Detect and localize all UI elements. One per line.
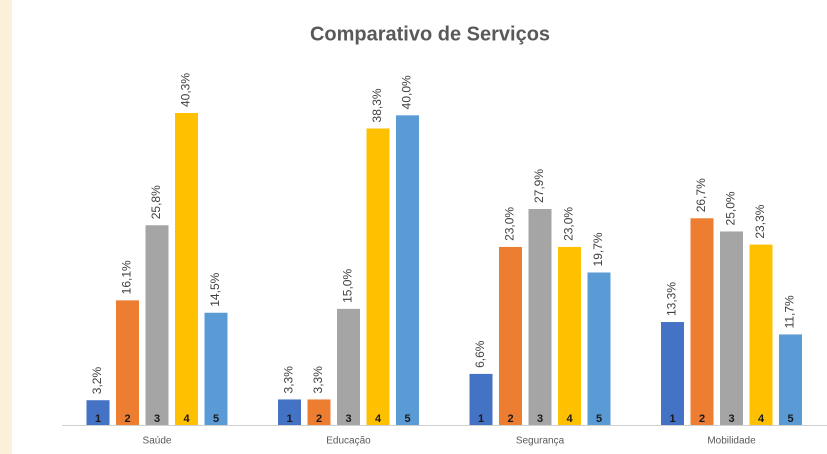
category-label: Educação: [326, 436, 371, 447]
value-label: 3,2%: [90, 367, 104, 395]
value-label: 25,8%: [149, 185, 163, 219]
value-label: 15,0%: [341, 269, 355, 303]
value-label: 11,7%: [783, 295, 797, 328]
category-label: Saúde: [143, 436, 172, 447]
value-label: 27,9%: [532, 169, 546, 203]
series-label: 4: [758, 413, 765, 425]
value-label: 40,0%: [400, 75, 414, 109]
bar: [396, 115, 419, 426]
series-label: 1: [286, 413, 292, 425]
bar: [145, 225, 169, 425]
series-label: 5: [596, 413, 602, 425]
value-label: 3,3%: [282, 366, 296, 394]
value-label: 23,3%: [753, 204, 767, 238]
category-label: Mobilidade: [707, 436, 756, 447]
bar: [337, 308, 360, 425]
series-label: 1: [478, 413, 484, 425]
bar: [366, 128, 390, 425]
bar: [528, 209, 552, 425]
value-label: 40,3%: [179, 73, 193, 107]
series-label: 5: [213, 413, 219, 425]
bar: [278, 399, 301, 425]
series-label: 4: [375, 413, 382, 425]
value-label: 16,1%: [120, 260, 134, 294]
series-label: 5: [404, 413, 410, 425]
bar: [690, 218, 714, 425]
value-label: 6,6%: [473, 340, 487, 368]
bar: [86, 400, 110, 425]
value-label: 23,0%: [562, 207, 576, 241]
bar: [307, 399, 331, 425]
category-label: Segurança: [516, 436, 565, 447]
chart-title: Comparativo de Serviços: [310, 23, 550, 45]
bar: [779, 334, 802, 425]
bar: [204, 312, 228, 425]
bar: [558, 246, 581, 425]
series-label: 2: [507, 413, 513, 425]
series-label: 3: [154, 413, 160, 425]
bar: [587, 272, 611, 425]
value-label: 26,7%: [694, 178, 708, 212]
value-label: 25,0%: [724, 191, 738, 225]
bar: [499, 246, 522, 425]
bar: [661, 322, 684, 425]
series-label: 1: [669, 413, 675, 425]
series-label: 4: [183, 413, 190, 425]
bar: [175, 113, 198, 425]
value-label: 3,3%: [311, 366, 325, 394]
bar: [720, 231, 743, 425]
series-label: 2: [124, 413, 130, 425]
series-label: 4: [566, 413, 573, 425]
value-label: 13,3%: [665, 282, 679, 316]
series-label: 2: [316, 413, 322, 425]
series-label: 3: [345, 413, 351, 425]
series-label: 3: [728, 413, 734, 425]
value-label: 14,5%: [208, 272, 222, 306]
series-label: 2: [699, 413, 705, 425]
bar: [749, 244, 773, 425]
value-label: 38,3%: [370, 88, 384, 122]
series-label: 1: [95, 413, 101, 425]
value-label: 23,0%: [503, 207, 517, 241]
series-label: 5: [787, 413, 793, 425]
bar: [116, 300, 139, 425]
series-label: 3: [537, 413, 543, 425]
bar: [469, 373, 493, 425]
value-label: 19,7%: [591, 232, 605, 266]
